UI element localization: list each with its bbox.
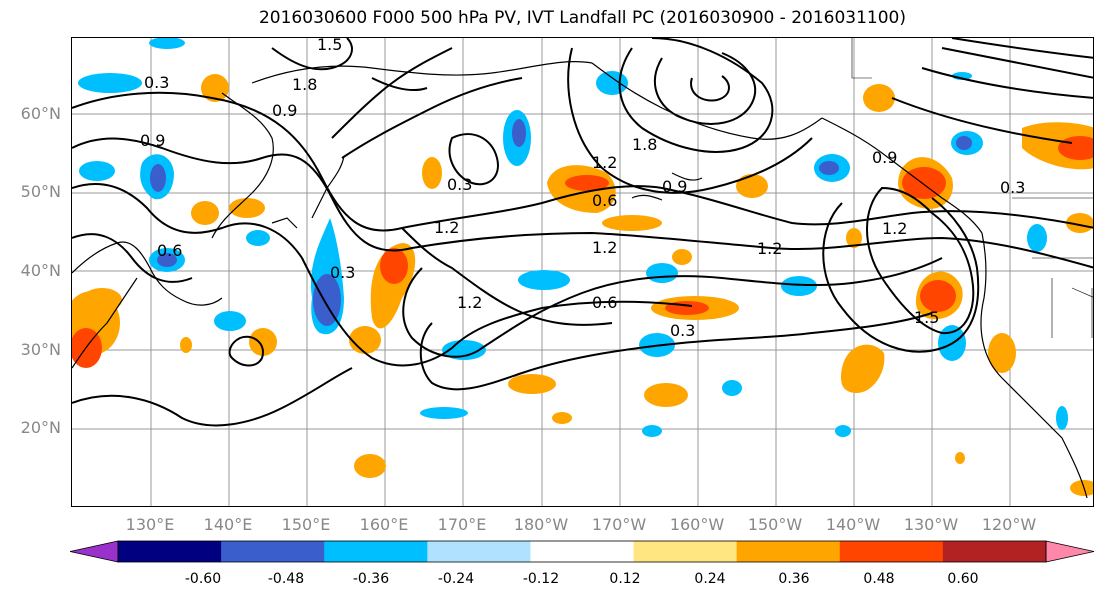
colorbar-extend-max	[1045, 540, 1095, 563]
contour-label: 0.9	[140, 131, 165, 150]
lat-label: 20°N	[20, 418, 61, 437]
contour-label: 1.2	[592, 153, 617, 172]
contour-label: 0.3	[447, 175, 472, 194]
colorbar-swatch	[942, 541, 1047, 562]
contour-label: 0.9	[872, 148, 897, 167]
colorbar-swatch	[324, 541, 428, 562]
contour-label-group: 0.3 0.9 1.8 1.5 0.9 1.2 1.8 0.9 0.6 1.2 …	[140, 38, 1025, 340]
contour-label: 1.8	[632, 135, 657, 154]
contour-label: 1.2	[457, 293, 482, 312]
colorbar-tick-label: 0.12	[609, 571, 641, 587]
lon-label: 180°W	[513, 515, 569, 534]
contour-label: 0.9	[272, 101, 297, 120]
colorbar-swatches	[70, 540, 1095, 563]
colorbar-swatch	[530, 541, 635, 562]
borders	[851, 38, 1093, 338]
lat-label: 30°N	[20, 340, 61, 359]
colorbar-tick-label: -0.36	[352, 571, 390, 587]
pv-contours	[72, 38, 1093, 427]
colorbar-swatch	[633, 541, 738, 562]
lon-label: 170°W	[591, 515, 647, 534]
lat-label: 60°N	[20, 104, 61, 123]
lon-label: 140°E	[203, 515, 253, 534]
contour-label: 0.6	[592, 191, 617, 210]
colorbar-tick-label: 0.36	[778, 571, 810, 587]
contour-label: 0.3	[670, 321, 695, 340]
contour-label: 0.3	[144, 73, 169, 92]
colorbar-tick-label: -0.60	[184, 571, 222, 587]
map-canvas: 0.3 0.9 1.8 1.5 0.9 1.2 1.8 0.9 0.6 1.2 …	[72, 38, 1093, 506]
contour-label: 1.2	[434, 218, 459, 237]
contour-label: 1.2	[882, 219, 907, 238]
colorbar-tick-label: 0.24	[694, 571, 726, 587]
lon-label: 150°E	[281, 515, 331, 534]
colorbar-tick-label: -0.24	[437, 571, 475, 587]
negative-anomaly-shading	[78, 38, 1068, 437]
lat-label: 40°N	[20, 261, 61, 280]
lon-label: 130°E	[125, 515, 175, 534]
map-title: 2016030600 F000 500 hPa PV, IVT Landfall…	[258, 8, 906, 28]
lon-label: 120°W	[981, 515, 1037, 534]
contour-label: 0.3	[1000, 178, 1025, 197]
colorbar-tick-label: 0.48	[863, 571, 895, 587]
colorbar-tick-label: -0.12	[522, 571, 560, 587]
graticule	[72, 38, 1093, 506]
colorbar-swatch	[118, 541, 222, 562]
lat-label: 50°N	[20, 182, 61, 201]
colorbar-swatch	[736, 541, 841, 562]
colorbar	[70, 540, 1095, 563]
contour-label: 1.5	[317, 38, 342, 54]
map-panel: 0.3 0.9 1.8 1.5 0.9 1.2 1.8 0.9 0.6 1.2 …	[71, 37, 1094, 507]
lon-label: 140°W	[825, 515, 881, 534]
colorbar-tick-label: 0.60	[947, 571, 979, 587]
contour-label: 0.3	[330, 263, 355, 282]
colorbar-swatch	[839, 541, 944, 562]
contour-label: 1.2	[592, 238, 617, 257]
lon-label: 130°W	[903, 515, 959, 534]
colorbar-extend-min	[70, 540, 119, 563]
contour-label: 0.6	[157, 241, 182, 260]
contour-label: 0.9	[662, 177, 687, 196]
colorbar-swatch	[427, 541, 531, 562]
contour-label: 1.8	[292, 75, 317, 94]
colorbar-tick-label: -0.48	[267, 571, 305, 587]
contour-label: 0.6	[592, 293, 617, 312]
colorbar-swatch	[221, 541, 325, 562]
lon-label: 170°E	[437, 515, 487, 534]
lon-label: 160°E	[359, 515, 409, 534]
contour-label: 1.2	[757, 239, 782, 258]
lon-label: 150°W	[747, 515, 803, 534]
lon-label: 160°W	[669, 515, 725, 534]
positive-anomaly-shading	[72, 74, 1093, 496]
contour-label: 1.5	[914, 308, 939, 327]
colorbar-border	[117, 540, 1047, 563]
